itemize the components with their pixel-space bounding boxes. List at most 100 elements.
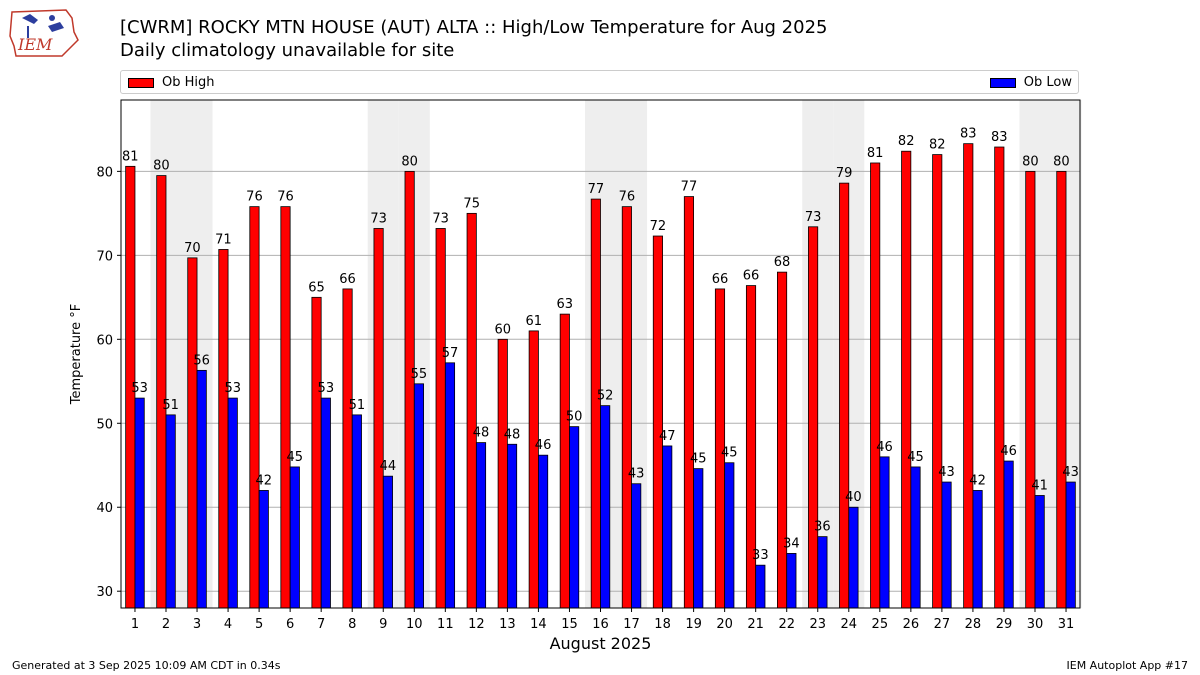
- x-tick-label: 11: [437, 617, 454, 632]
- data-label-high: 77: [588, 182, 605, 197]
- data-label-low: 43: [628, 467, 645, 482]
- bar-low: [382, 475, 393, 609]
- bar-high: [963, 143, 974, 609]
- x-tick-label: 27: [934, 617, 951, 632]
- x-tick-label: 21: [747, 617, 764, 632]
- bar-low: [941, 481, 952, 609]
- bar-low: [258, 490, 269, 609]
- bar-high: [249, 206, 260, 609]
- data-label-low: 42: [255, 473, 272, 488]
- legend-item-low: Ob Low: [989, 75, 1072, 90]
- bar-high: [901, 150, 912, 609]
- bar-high: [373, 228, 384, 609]
- bar-low: [724, 462, 735, 609]
- data-label-low: 53: [131, 381, 148, 396]
- bar-high: [466, 212, 477, 609]
- data-label-high: 73: [432, 211, 449, 226]
- footer-app: IEM Autoplot App #17: [1066, 659, 1189, 672]
- y-tick-label: 40: [96, 501, 113, 516]
- bar-high: [435, 228, 446, 609]
- data-label-high: 76: [277, 190, 294, 205]
- x-tick-label: 20: [716, 617, 733, 632]
- data-label-high: 80: [401, 154, 418, 169]
- bar-high: [404, 170, 415, 609]
- data-label-low: 43: [1062, 465, 1079, 480]
- bar-high: [839, 182, 850, 609]
- bar-high: [870, 162, 881, 609]
- data-label-high: 73: [370, 211, 387, 226]
- data-label-high: 61: [526, 314, 543, 329]
- bar-low: [475, 442, 487, 609]
- x-tick-label: 4: [224, 617, 232, 632]
- data-label-low: 51: [162, 398, 179, 413]
- legend-swatch-high: [128, 77, 154, 88]
- data-label-low: 34: [783, 536, 800, 551]
- data-label-high: 70: [184, 241, 201, 256]
- bar-high: [218, 249, 229, 609]
- bar-low: [879, 456, 890, 609]
- data-label-high: 81: [867, 146, 884, 161]
- bar-high: [932, 154, 943, 609]
- bar-low: [693, 468, 704, 609]
- legend-label-low: Ob Low: [1023, 75, 1072, 90]
- data-label-high: 80: [1022, 154, 1039, 169]
- bar-high: [528, 330, 539, 609]
- data-label-low: 48: [473, 426, 490, 441]
- bar-high: [156, 175, 167, 609]
- data-label-low: 43: [938, 465, 955, 480]
- bar-low: [817, 536, 828, 609]
- data-label-high: 76: [246, 190, 263, 205]
- data-label-high: 65: [308, 280, 325, 295]
- plot-frame: [120, 99, 1081, 609]
- x-tick-label: 13: [499, 617, 516, 632]
- bar-low: [134, 397, 145, 609]
- data-label-high: 66: [712, 272, 729, 287]
- x-tick-label: 8: [348, 617, 356, 632]
- data-label-high: 73: [805, 210, 822, 225]
- y-axis-label: Temperature °F: [69, 304, 84, 405]
- data-label-high: 83: [991, 130, 1008, 145]
- data-label-low: 45: [690, 452, 707, 467]
- x-tick-label: 9: [379, 617, 387, 632]
- bar-high: [559, 313, 570, 609]
- data-label-high: 81: [122, 149, 139, 164]
- bar-high: [497, 338, 508, 609]
- bar-low: [196, 369, 207, 609]
- data-label-high: 66: [339, 272, 356, 287]
- data-label-low: 46: [876, 440, 893, 455]
- data-label-low: 53: [224, 381, 241, 396]
- x-tick-label: 18: [654, 617, 671, 632]
- data-label-high: 76: [619, 190, 636, 205]
- x-tick-label: 7: [317, 617, 325, 632]
- data-label-low: 47: [659, 429, 676, 444]
- footer-generated: Generated at 3 Sep 2025 10:09 AM CDT in …: [12, 659, 281, 672]
- bar-low: [413, 383, 424, 609]
- x-tick-label: 5: [255, 617, 263, 632]
- bar-low: [1034, 495, 1045, 609]
- x-tick-label: 26: [903, 617, 920, 632]
- bar-low: [165, 414, 176, 609]
- bar-low: [227, 397, 238, 609]
- legend-item-high: Ob High: [128, 75, 215, 90]
- data-label-high: 83: [960, 127, 977, 142]
- bar-high: [311, 296, 322, 609]
- data-label-high: 66: [743, 269, 760, 284]
- x-tick-label: 12: [468, 617, 485, 632]
- data-label-low: 45: [907, 450, 924, 465]
- legend-swatch-low: [989, 77, 1016, 88]
- bar-high: [994, 146, 1005, 609]
- x-tick-label: 19: [685, 617, 702, 632]
- data-label-high: 75: [463, 196, 480, 211]
- bar-high: [683, 196, 695, 609]
- data-label-high: 80: [153, 159, 170, 174]
- data-label-high: 79: [836, 166, 853, 181]
- x-tick-label: 24: [841, 617, 858, 632]
- x-tick-label: 3: [193, 617, 201, 632]
- x-tick-label: 22: [778, 617, 795, 632]
- data-label-low: 50: [566, 410, 583, 425]
- data-label-low: 55: [411, 367, 428, 382]
- data-label-high: 82: [929, 138, 946, 153]
- bar-high: [808, 226, 819, 609]
- x-tick-label: 28: [965, 617, 982, 632]
- bar-low: [444, 362, 456, 609]
